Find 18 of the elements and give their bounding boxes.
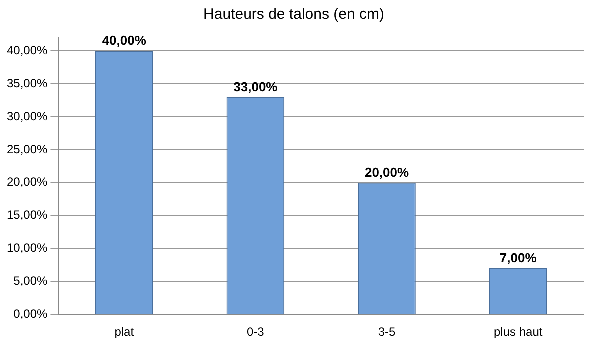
x-tick-label: plat bbox=[114, 325, 135, 340]
y-tick-label: 0,00% bbox=[14, 306, 48, 321]
y-tick-label: 25,00% bbox=[6, 142, 48, 156]
y-tick-label: 30,00% bbox=[6, 109, 48, 124]
chart-title: Hauteurs de talons (en cm) bbox=[204, 6, 384, 24]
x-tick-label: plus haut bbox=[494, 325, 544, 340]
data-label: 7,00% bbox=[500, 250, 538, 266]
y-tick-label: 20,00% bbox=[6, 175, 48, 190]
x-tick-label: 3-5 bbox=[378, 325, 396, 340]
y-tick-label: 35,00% bbox=[6, 76, 48, 90]
data-label: 40,00% bbox=[102, 33, 147, 48]
x-tick-label: 0-3 bbox=[247, 325, 265, 340]
y-tick-label: 10,00% bbox=[6, 241, 48, 256]
y-tick-label: 40,00% bbox=[6, 43, 48, 58]
y-tick-label: 5,00% bbox=[14, 274, 48, 288]
data-label: 33,00% bbox=[234, 79, 278, 94]
data-label: 20,00% bbox=[364, 164, 410, 180]
y-tick-label: 15,00% bbox=[6, 208, 48, 222]
